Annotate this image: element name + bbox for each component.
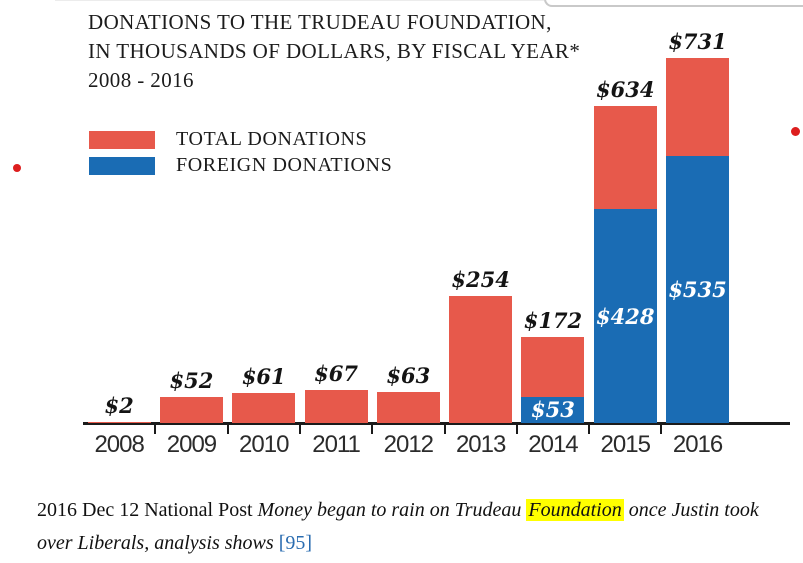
citation-link[interactable]: [95] — [278, 532, 313, 554]
bar-foreign-2014: $53 — [521, 396, 585, 423]
bar-total-2008 — [87, 421, 151, 423]
total-value-label-2008: $2 — [104, 392, 134, 418]
bar-total-2015: $428 — [593, 106, 657, 423]
bar-total-2011 — [304, 389, 368, 423]
legend-item-foreign: FOREIGN DONATIONS — [89, 154, 393, 176]
total-value-label-2012: $63 — [386, 362, 431, 388]
total-value-label-2014: $172 — [523, 308, 583, 333]
x-axis-line — [83, 422, 790, 425]
x-axis-tick — [371, 425, 374, 434]
x-axis-label-2014: 2014 — [528, 431, 578, 458]
bar-foreign-2015: $428 — [593, 209, 657, 423]
foreign-value-label-2016: $535 — [668, 276, 727, 302]
x-axis-label-2015: 2015 — [600, 431, 651, 458]
foreign-value-label-2014: $53 — [531, 397, 575, 423]
bar-total-2013 — [449, 296, 513, 423]
foreign-value-label-2015: $428 — [596, 303, 655, 329]
x-axis-label-2008: 2008 — [94, 431, 144, 458]
x-axis-tick — [660, 425, 663, 434]
total-value-label-2010: $61 — [241, 363, 286, 389]
total-value-label-2015: $634 — [596, 77, 655, 102]
chart-title-line1: DONATIONS TO THE TRUDEAU FOUNDATION, — [88, 10, 552, 34]
bar-total-2016: $535 — [666, 57, 730, 423]
bar-total-2010 — [232, 392, 296, 423]
x-axis-tick — [298, 425, 301, 434]
x-axis-label-2016: 2016 — [672, 431, 723, 458]
x-axis-label-2009: 2009 — [166, 431, 217, 458]
total-value-label-2011: $67 — [314, 360, 358, 386]
bar-total-2009 — [159, 397, 223, 423]
bar-total-2012 — [376, 391, 440, 423]
x-axis-label-2013: 2013 — [455, 431, 506, 458]
legend-swatch-total-donations — [89, 130, 155, 149]
caption-text: Money began to rain on Trudeau — [257, 499, 527, 521]
total-value-label-2013: $254 — [451, 267, 510, 292]
caption-text: once Justin took — [623, 499, 759, 521]
bar-foreign-2016: $535 — [666, 155, 730, 423]
legend-item-total: TOTAL DONATIONS — [89, 128, 392, 150]
cropped-popup-bottom-edge — [544, 0, 803, 7]
bar-total-2014: $53 — [521, 337, 585, 423]
caption-line-2: over Liberals, analysis shows [95] — [37, 527, 797, 560]
x-axis-tick — [443, 425, 446, 434]
caption-line-1: 2016 Dec 12 National Post Money began to… — [37, 494, 797, 527]
x-axis-tick — [226, 425, 229, 434]
x-axis-label-2011: 2011 — [312, 431, 361, 458]
legend-label-foreign-donations: FOREIGN DONATIONS — [176, 154, 393, 176]
caption: 2016 Dec 12 National Post Money began to… — [37, 494, 797, 560]
highlighted-text: Foundation — [526, 499, 624, 521]
chart-legend: TOTAL DONATIONS FOREIGN DONATIONS — [89, 128, 393, 182]
total-value-label-2016: $731 — [668, 28, 727, 54]
chart-plot-area: $2 2008 $52 2009 $61 2010 $67 2011 $63 2012 $254 20… — [83, 29, 790, 458]
x-axis-label-2012: 2012 — [383, 431, 434, 458]
legend-swatch-foreign-donations — [89, 156, 155, 175]
top-divider-line — [55, 0, 544, 1]
red-bullet-left — [13, 164, 21, 172]
legend-label-total-donations: TOTAL DONATIONS — [176, 128, 368, 150]
chart-title-line3: 2008 - 2016 — [88, 68, 194, 92]
x-axis-label-2010: 2010 — [239, 431, 289, 458]
total-value-label-2009: $52 — [169, 368, 214, 393]
chart-title-line2: IN THOUSANDS OF DOLLARS, BY FISCAL YEAR* — [88, 39, 581, 63]
caption-text: 2016 Dec 12 National Post — [37, 499, 258, 521]
x-axis-tick — [154, 425, 157, 434]
caption-text: over Liberals, analysis shows — [37, 532, 279, 554]
red-bullet-right — [791, 127, 800, 136]
x-axis-tick — [588, 425, 591, 434]
chart-title: DONATIONS TO THE TRUDEAU FOUNDATION, IN … — [88, 8, 580, 95]
x-axis-tick — [515, 425, 518, 434]
